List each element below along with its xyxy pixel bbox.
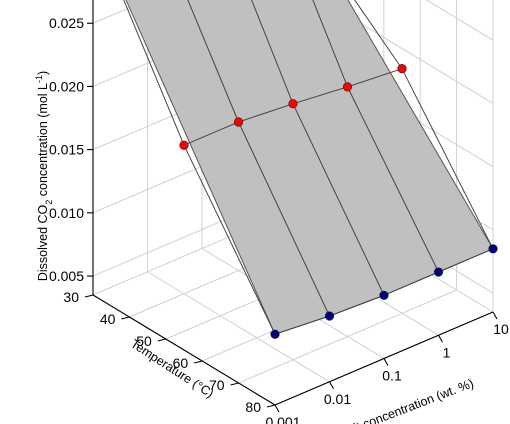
data-points <box>179 64 498 339</box>
y-axis-label: Temperature (°C) <box>128 337 216 401</box>
x-tick <box>438 334 443 343</box>
data-point <box>379 290 389 300</box>
surface <box>123 0 494 335</box>
grid-line <box>238 289 457 384</box>
y-tick <box>194 360 203 364</box>
data-point <box>433 267 444 277</box>
data-point <box>324 311 335 321</box>
z-tick-label: 0.025 <box>49 15 84 31</box>
x-tick <box>329 381 334 390</box>
y-tick <box>157 338 166 342</box>
y-tick-label: 30 <box>63 289 79 305</box>
z-tick-label: 0.005 <box>49 268 84 284</box>
z-tick-label: 0.010 <box>49 205 84 221</box>
y-axis-line <box>92 294 276 406</box>
y-tick <box>230 382 239 386</box>
data-point <box>342 82 353 92</box>
x-tick-label: 1 <box>443 344 451 360</box>
data-point <box>397 64 407 74</box>
x-tick-label: 0.001 <box>265 414 300 424</box>
x-tick-label: 0.01 <box>324 391 351 407</box>
x-tick-label: 10 <box>493 321 509 337</box>
data-point <box>488 244 498 254</box>
y-tick <box>121 316 130 320</box>
axes <box>84 0 498 413</box>
data-point <box>233 117 244 127</box>
x-tick <box>492 311 498 320</box>
x-tick-label: 0.1 <box>382 368 402 384</box>
surface-fill <box>125 0 494 335</box>
y-tick-label: 40 <box>100 311 116 327</box>
y-tick <box>266 404 276 408</box>
z-tick-label: 0.015 <box>49 142 84 158</box>
data-point <box>288 99 298 109</box>
data-point <box>270 329 280 339</box>
x-tick <box>383 358 389 366</box>
z-tick-label: 0.020 <box>49 78 84 94</box>
y-tick-label: 70 <box>209 377 225 393</box>
y-tick-label: 50 <box>136 333 152 349</box>
y-tick-label: 60 <box>173 355 189 371</box>
data-point <box>179 140 189 150</box>
x-tick <box>274 404 280 413</box>
grid-line <box>425 0 494 41</box>
y-tick <box>84 294 94 298</box>
y-tick-label: 80 <box>245 399 261 415</box>
grid-line <box>147 271 330 383</box>
z-axis-label: Dissolved CO2 concentration (mol L-1) <box>34 71 54 281</box>
x-axis-label: Salt concentration (wt. %) <box>338 376 476 424</box>
